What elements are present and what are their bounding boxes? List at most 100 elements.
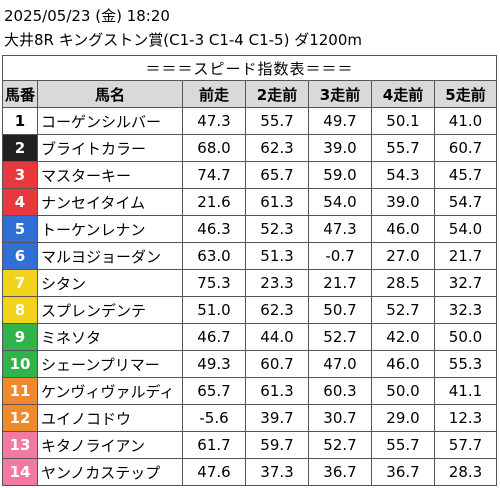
table-banner-row: ＝＝＝スピード指数表＝＝＝	[2, 55, 497, 81]
speed-index-value: 29.0	[371, 404, 435, 432]
horse-name: シェーンプリマー	[37, 350, 183, 378]
horse-name: ブライトカラー	[37, 134, 183, 162]
table-row: 9 ミネソタ 46.7 44.0 52.7 42.0 50.0	[2, 323, 497, 351]
speed-index-value: 55.7	[371, 134, 435, 162]
table-row: 8 スプレンデンテ 51.0 62.3 50.7 52.7 32.3	[2, 296, 497, 324]
speed-index-value: 32.7	[434, 269, 497, 297]
speed-index-value: 36.7	[371, 458, 435, 486]
speed-index-value: 46.0	[371, 350, 435, 378]
speed-index-value: 50.7	[308, 296, 372, 324]
table-row: 5 トーケンレナン 46.3 52.3 47.3 46.0 54.0	[2, 215, 497, 243]
speed-index-value: 65.7	[182, 377, 246, 405]
horse-number: 10	[2, 350, 38, 378]
speed-index-value: 49.3	[182, 350, 246, 378]
speed-index-value: 52.7	[308, 323, 372, 351]
table-row: 4 ナンセイタイム 21.6 61.3 54.0 39.0 54.7	[2, 188, 497, 216]
speed-index-value: 52.7	[308, 431, 372, 459]
horse-number: 6	[2, 242, 38, 270]
horse-number: 3	[2, 161, 38, 189]
speed-index-value: 46.7	[182, 323, 246, 351]
speed-index-value: 52.3	[245, 215, 309, 243]
table-row: 2 ブライトカラー 68.0 62.3 39.0 55.7 60.7	[2, 134, 497, 162]
speed-index-value: 47.6	[182, 458, 246, 486]
speed-index-value: 23.3	[245, 269, 309, 297]
speed-index-value: 42.0	[371, 323, 435, 351]
speed-index-table: ＝＝＝スピード指数表＝＝＝ 馬番 馬名 前走 2走前 3走前 4走前 5走前 1…	[2, 55, 497, 486]
speed-index-value: 74.7	[182, 161, 246, 189]
col-header-5back: 5走前	[434, 80, 497, 108]
speed-index-value: 62.3	[245, 134, 309, 162]
speed-index-value: 51.3	[245, 242, 309, 270]
horse-number: 1	[2, 107, 38, 135]
speed-index-value: 61.7	[182, 431, 246, 459]
horse-name: ナンセイタイム	[37, 188, 183, 216]
horse-number: 8	[2, 296, 38, 324]
table-row: 11 ケンヴィヴァルディ 65.7 61.3 60.3 50.0 41.1	[2, 377, 497, 405]
horse-name: マスターキー	[37, 161, 183, 189]
speed-index-value: 60.3	[308, 377, 372, 405]
speed-index-value: 54.3	[371, 161, 435, 189]
speed-index-value: 36.7	[308, 458, 372, 486]
col-header-number: 馬番	[2, 80, 38, 108]
speed-index-value: 45.7	[434, 161, 497, 189]
speed-index-value: 55.3	[434, 350, 497, 378]
col-header-4back: 4走前	[371, 80, 435, 108]
speed-index-value: 68.0	[182, 134, 246, 162]
horse-number: 12	[2, 404, 38, 432]
speed-index-value: 75.3	[182, 269, 246, 297]
speed-index-value: 51.0	[182, 296, 246, 324]
speed-index-value: -0.7	[308, 242, 372, 270]
col-header-name: 馬名	[37, 80, 183, 108]
speed-index-value: 47.3	[308, 215, 372, 243]
horse-number: 9	[2, 323, 38, 351]
table-banner: ＝＝＝スピード指数表＝＝＝	[2, 55, 497, 81]
speed-index-value: -5.6	[182, 404, 246, 432]
horse-name: ミネソタ	[37, 323, 183, 351]
race-datetime: 2025/05/23 (金) 18:20	[4, 7, 170, 25]
horse-number: 14	[2, 458, 38, 486]
horse-number: 5	[2, 215, 38, 243]
horse-name: ユイノコドウ	[37, 404, 183, 432]
speed-index-value: 21.7	[434, 242, 497, 270]
horse-number: 13	[2, 431, 38, 459]
horse-number: 11	[2, 377, 38, 405]
horse-name: コーゲンシルバー	[37, 107, 183, 135]
speed-index-value: 12.3	[434, 404, 497, 432]
speed-index-value: 59.0	[308, 161, 372, 189]
speed-index-value: 61.3	[245, 188, 309, 216]
speed-index-value: 21.7	[308, 269, 372, 297]
speed-index-value: 50.1	[371, 107, 435, 135]
table-row: 12 ユイノコドウ -5.6 39.7 30.7 29.0 12.3	[2, 404, 497, 432]
speed-index-value: 46.0	[371, 215, 435, 243]
speed-index-value: 47.3	[182, 107, 246, 135]
speed-index-value: 57.7	[434, 431, 497, 459]
horse-name: キタノライアン	[37, 431, 183, 459]
horse-number: 4	[2, 188, 38, 216]
speed-index-value: 54.0	[308, 188, 372, 216]
speed-index-value: 50.0	[434, 323, 497, 351]
speed-index-value: 39.7	[245, 404, 309, 432]
speed-index-value: 54.7	[434, 188, 497, 216]
table-row: 10 シェーンプリマー 49.3 60.7 47.0 46.0 55.3	[2, 350, 497, 378]
table-header-row: 馬番 馬名 前走 2走前 3走前 4走前 5走前	[2, 80, 497, 108]
race-title: 大井8R キングストン賞(C1-3 C1-4 C1-5) ダ1200m	[4, 31, 362, 49]
table-row: 6 マルヨジョーダン 63.0 51.3 -0.7 27.0 21.7	[2, 242, 497, 270]
table-row: 14 ヤンノカステップ 47.6 37.3 36.7 36.7 28.3	[2, 458, 497, 486]
speed-index-value: 27.0	[371, 242, 435, 270]
speed-index-value: 30.7	[308, 404, 372, 432]
horse-number: 2	[2, 134, 38, 162]
horse-name: ヤンノカステップ	[37, 458, 183, 486]
horse-name: スプレンデンテ	[37, 296, 183, 324]
table-row: 7 シタン 75.3 23.3 21.7 28.5 32.7	[2, 269, 497, 297]
speed-index-value: 63.0	[182, 242, 246, 270]
col-header-2back: 2走前	[245, 80, 309, 108]
speed-index-value: 41.0	[434, 107, 497, 135]
speed-index-value: 44.0	[245, 323, 309, 351]
table-row: 13 キタノライアン 61.7 59.7 52.7 55.7 57.7	[2, 431, 497, 459]
speed-index-value: 46.3	[182, 215, 246, 243]
speed-index-value: 55.7	[245, 107, 309, 135]
speed-index-value: 39.0	[371, 188, 435, 216]
col-header-3back: 3走前	[308, 80, 372, 108]
horse-name: ケンヴィヴァルディ	[37, 377, 183, 405]
